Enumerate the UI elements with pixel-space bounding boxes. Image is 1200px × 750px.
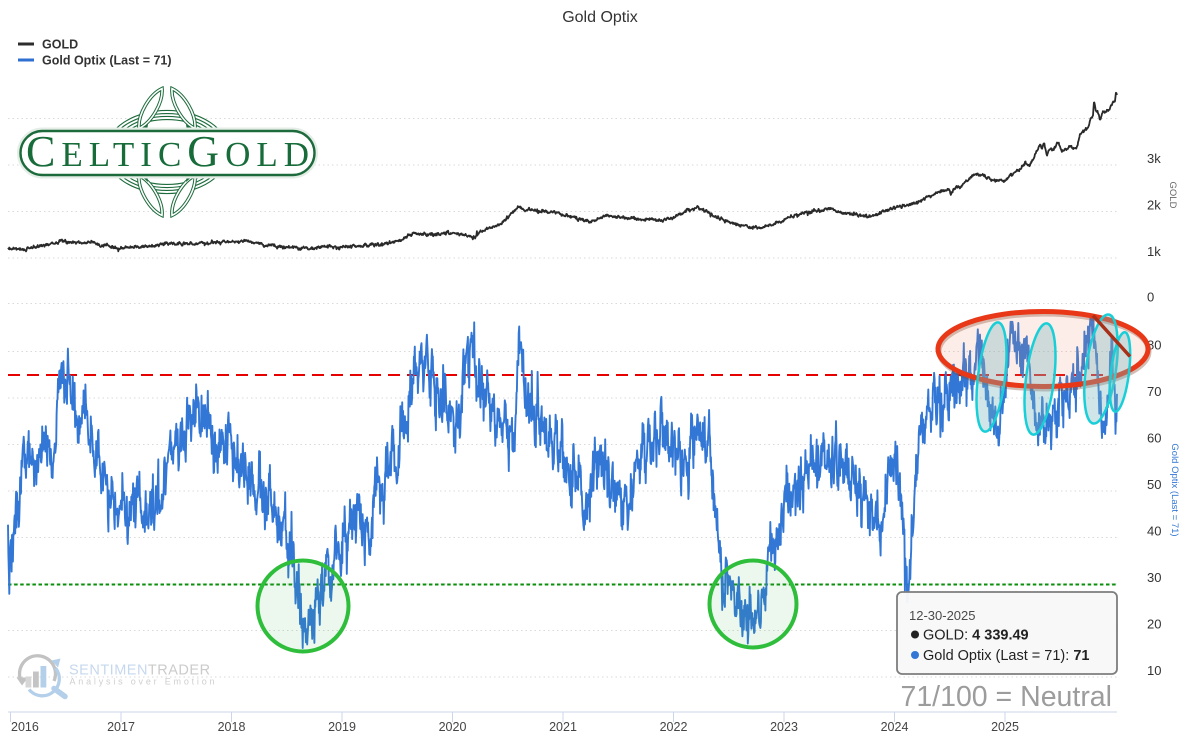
svg-text:10: 10 — [1147, 663, 1161, 678]
svg-text:Gold Optix (Last = 71): 71: Gold Optix (Last = 71): 71 — [923, 648, 1089, 664]
svg-text:30: 30 — [1147, 570, 1161, 585]
svg-text:3k: 3k — [1147, 151, 1161, 166]
svg-text:2016: 2016 — [11, 720, 39, 734]
svg-text:Gold Optix: Gold Optix — [562, 9, 638, 26]
svg-text:2022: 2022 — [660, 720, 688, 734]
svg-text:2025: 2025 — [991, 720, 1019, 734]
svg-text:2024: 2024 — [881, 720, 909, 734]
svg-text:Gold Optix (Last = 71): Gold Optix (Last = 71) — [1169, 443, 1180, 536]
svg-text:40: 40 — [1147, 523, 1161, 538]
svg-text:Gold Optix (Last = 71): Gold Optix (Last = 71) — [42, 54, 172, 68]
svg-text:GOLD: 4 339.49: GOLD: 4 339.49 — [923, 628, 1029, 644]
svg-text:80: 80 — [1147, 337, 1161, 352]
svg-text:2020: 2020 — [439, 720, 467, 734]
svg-text:Analysis over Emotion: Analysis over Emotion — [70, 677, 218, 687]
svg-text:60: 60 — [1147, 430, 1161, 445]
svg-text:12-30-2025: 12-30-2025 — [909, 608, 976, 623]
svg-text:20: 20 — [1147, 616, 1161, 631]
svg-text:0: 0 — [1147, 289, 1154, 304]
svg-text:70: 70 — [1147, 384, 1161, 399]
svg-text:2019: 2019 — [328, 720, 356, 734]
svg-text:GOLD: GOLD — [42, 38, 78, 52]
svg-text:GOLD: GOLD — [1167, 182, 1178, 209]
svg-text:2017: 2017 — [107, 720, 135, 734]
svg-text:50: 50 — [1147, 477, 1161, 492]
svg-text:2021: 2021 — [549, 720, 577, 734]
svg-text:1k: 1k — [1147, 244, 1161, 259]
svg-text:71/100 = Neutral: 71/100 = Neutral — [900, 681, 1112, 713]
svg-text:SENTIMENTRADER: SENTIMENTRADER — [69, 663, 211, 679]
svg-text:CELTICGOLD: CELTICGOLD — [26, 127, 315, 176]
svg-text:2018: 2018 — [218, 720, 246, 734]
svg-text:2k: 2k — [1147, 197, 1161, 212]
svg-text:2023: 2023 — [770, 720, 798, 734]
